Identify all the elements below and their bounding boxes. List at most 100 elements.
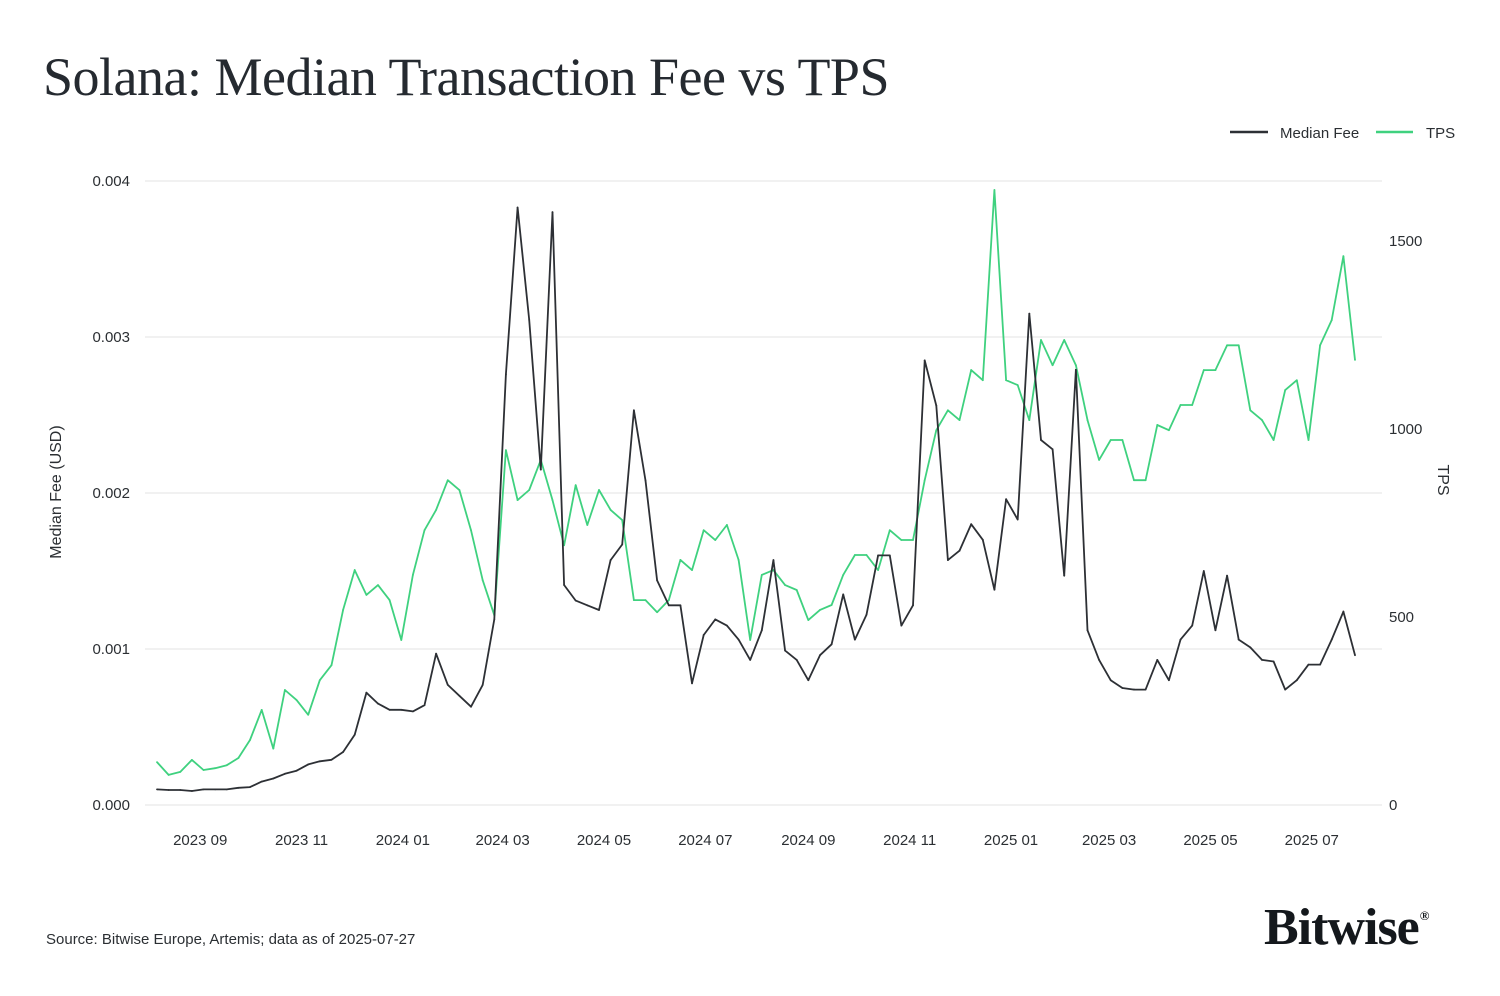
tps-point — [1272, 439, 1275, 441]
median-fee-point — [819, 654, 821, 657]
tps-point — [807, 619, 810, 621]
median-fee-point — [1028, 312, 1031, 315]
tps-point — [470, 529, 472, 532]
tps-point — [1307, 439, 1310, 441]
legend-label-tps: TPS — [1426, 125, 1455, 142]
x-axis-ticks: 2023 09 2023 11 2024 01 2024 03 2024 05 2024 … — [173, 832, 1339, 849]
tps-point — [644, 599, 647, 602]
median-fee-point — [935, 404, 938, 407]
tps-point — [853, 554, 856, 556]
median-fee-point — [1121, 687, 1124, 689]
tps-point — [667, 599, 670, 602]
median-fee-point — [1074, 368, 1077, 371]
tps-point — [1063, 339, 1066, 341]
tps-point — [516, 499, 519, 502]
median-fee-point — [423, 704, 426, 707]
median-fee-point — [156, 788, 158, 791]
tps-point — [1295, 379, 1298, 382]
x-tick-label: 2024 11 — [883, 832, 936, 849]
tps-point — [702, 529, 705, 532]
tps-point — [1074, 364, 1077, 367]
tps-point — [923, 479, 926, 482]
tps-point — [284, 689, 286, 691]
median-fee-point — [691, 682, 693, 685]
median-fee-point — [1156, 659, 1159, 661]
tps-point — [446, 479, 449, 482]
median-fee-point — [842, 593, 845, 596]
median-fee-point — [853, 638, 856, 641]
median-fee-point — [249, 786, 251, 788]
tps-point — [411, 574, 414, 576]
y2-tick-label: 500 — [1389, 609, 1414, 626]
median-fee-point — [807, 679, 810, 682]
median-fee-point — [551, 211, 554, 214]
tps-point — [1237, 344, 1240, 347]
tps-point — [249, 739, 251, 741]
gridlines — [145, 180, 1382, 806]
median-fee-point — [1354, 654, 1356, 657]
tps-point — [1202, 369, 1205, 371]
tps-point — [505, 449, 507, 452]
median-fee-point — [179, 789, 182, 791]
median-fee-point — [1086, 629, 1089, 632]
median-fee-point — [493, 618, 496, 621]
median-fee-point — [1168, 679, 1170, 682]
median-fee-point — [1214, 629, 1217, 632]
median-fee-point — [202, 788, 205, 791]
tps-point — [1354, 359, 1356, 361]
median-fee-point — [1179, 638, 1182, 641]
median-fee-point — [1272, 660, 1275, 663]
tps-point — [202, 769, 205, 771]
x-tick-label: 2025 05 — [1183, 832, 1237, 849]
median-fee-point — [435, 652, 438, 655]
tps-point — [830, 604, 833, 606]
tps-point — [1133, 479, 1135, 482]
median-fee-point — [772, 559, 775, 561]
tps-point — [609, 509, 612, 511]
median-fee-point — [330, 758, 333, 761]
median-fee-point — [632, 409, 635, 412]
median-fee-point — [353, 733, 356, 736]
median-fee-point — [1040, 439, 1042, 441]
tps-point — [225, 764, 228, 767]
x-tick-label: 2025 01 — [984, 832, 1038, 849]
tps-point — [458, 489, 461, 491]
tps-point — [993, 189, 996, 191]
tps-point — [760, 574, 763, 576]
median-fee-point — [877, 554, 880, 557]
median-fee-point — [947, 559, 949, 561]
tps-point — [1016, 384, 1019, 387]
x-tick-label: 2024 03 — [475, 832, 529, 849]
y-tick-label: 0.002 — [92, 485, 130, 502]
tps-point — [1028, 419, 1031, 421]
tps-point — [877, 569, 880, 571]
tps-point — [1168, 429, 1170, 432]
tps-point — [865, 554, 868, 556]
median-fee-point — [644, 479, 647, 482]
y-tick-label: 0.001 — [92, 641, 130, 658]
median-fee-point — [784, 649, 786, 652]
tps-point — [1144, 479, 1147, 482]
y-tick-label: 0.004 — [92, 173, 130, 190]
median-fee-point — [481, 683, 484, 686]
tps-point — [260, 708, 263, 711]
median-fee-point — [795, 659, 798, 661]
median-fee-point — [981, 538, 984, 541]
median-fee-point — [737, 638, 740, 641]
tps-point — [842, 574, 845, 576]
legend: Median Fee TPS — [1230, 125, 1455, 142]
tps-point — [481, 579, 484, 582]
median-fee-point — [923, 359, 926, 362]
median-fee-point — [1005, 498, 1007, 501]
tps-point — [795, 589, 798, 591]
median-fee-point — [1191, 624, 1194, 627]
median-fee-point — [284, 772, 286, 775]
median-fee-point — [993, 588, 996, 591]
median-fee-point — [667, 604, 670, 607]
x-tick-label: 2024 01 — [376, 832, 430, 849]
tps-point — [935, 429, 938, 432]
tps-points — [156, 189, 1356, 776]
tps-point — [318, 679, 321, 682]
tps-point — [888, 529, 891, 532]
left-axis-label: Median Fee (USD) — [48, 425, 65, 558]
